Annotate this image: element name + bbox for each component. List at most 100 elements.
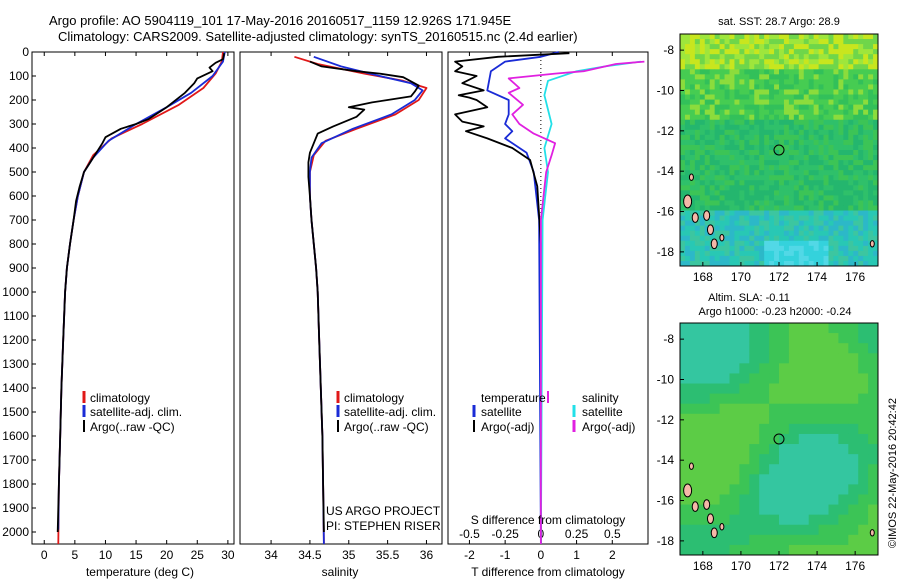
heatmap-cell	[764, 235, 770, 242]
heatmap-cell	[808, 74, 815, 80]
difference-legend: temperature salinity satellite satellite…	[472, 391, 635, 434]
heatmap-cell	[764, 99, 770, 106]
heatmap-cell	[680, 54, 686, 60]
y-tick-label: 1300	[2, 357, 29, 371]
heatmap-cell	[749, 200, 755, 206]
x-tick-label: 15	[129, 548, 143, 562]
heatmap-cell	[788, 373, 800, 384]
heatmap-cell	[838, 454, 849, 465]
heatmap-cell	[714, 160, 720, 166]
heatmap-cell	[863, 129, 869, 136]
heatmap-cell	[833, 114, 839, 121]
heatmap-cell	[729, 49, 735, 55]
heatmap-cell	[739, 185, 745, 191]
heatmap-cell	[729, 150, 735, 156]
heatmap-cell	[848, 185, 854, 191]
heatmap-cell	[714, 210, 720, 216]
heatmap-cell	[828, 383, 839, 395]
heatmap-cell	[779, 104, 785, 111]
heatmap-cell	[759, 39, 765, 45]
heatmap-cell	[823, 119, 829, 126]
heatmap-cell	[689, 444, 701, 455]
sla-argo-location-marker	[773, 433, 785, 445]
heatmap-cell	[739, 34, 745, 40]
heatmap-cell	[719, 109, 725, 116]
heatmap-cell	[818, 454, 829, 465]
heatmap-cell	[769, 84, 775, 90]
heatmap-cell	[873, 134, 879, 141]
heatmap-cell	[868, 200, 874, 206]
heatmap-cell	[798, 413, 810, 425]
heatmap-cell	[749, 494, 760, 505]
heatmap-cell	[798, 190, 805, 196]
heatmap-cell	[699, 215, 706, 222]
heatmap-cell	[858, 104, 864, 111]
heatmap-cell	[714, 200, 720, 206]
heatmap-cell	[833, 124, 839, 131]
heatmap-cell	[764, 144, 770, 151]
heatmap-cell	[709, 210, 716, 216]
heatmap-cell	[788, 494, 800, 505]
heatmap-cell	[823, 124, 829, 131]
heatmap-cell	[868, 129, 874, 136]
heatmap-cell	[719, 190, 725, 196]
heatmap-cell	[868, 413, 879, 425]
map-x-tick-label: 172	[769, 559, 789, 573]
heatmap-cell	[873, 160, 879, 166]
heatmap-cell	[724, 155, 730, 161]
heatmap-cell	[818, 74, 824, 80]
heatmap-cell	[739, 79, 745, 85]
legend-label-t-satellite: satellite	[481, 405, 522, 419]
heatmap-cell	[818, 230, 824, 237]
heatmap-cell	[793, 79, 800, 85]
heatmap-cell	[853, 109, 859, 116]
heatmap-cell	[843, 155, 849, 161]
heatmap-cell	[823, 69, 829, 75]
heatmap-cell	[709, 544, 720, 556]
heatmap-cell	[858, 139, 864, 146]
heatmap-cell	[734, 240, 740, 247]
heatmap-cell	[689, 104, 696, 111]
heatmap-cell	[709, 84, 716, 90]
heatmap-cell	[833, 150, 839, 156]
heatmap-cell	[769, 34, 775, 40]
heatmap-cell	[848, 215, 854, 222]
heatmap-cell	[818, 215, 824, 222]
heatmap-cell	[719, 260, 725, 267]
heatmap-cell	[873, 114, 879, 121]
heatmap-cell	[729, 190, 735, 196]
heatmap-cell	[749, 195, 755, 201]
heatmap-cell	[744, 74, 750, 80]
island	[683, 194, 693, 209]
heatmap-cell	[689, 323, 701, 334]
heatmap-cell	[818, 54, 824, 60]
heatmap-cell	[764, 49, 770, 55]
heatmap-cell	[769, 54, 775, 60]
heatmap-cell	[739, 109, 745, 116]
heatmap-cell	[838, 474, 849, 485]
heatmap-cell	[684, 235, 691, 242]
heatmap-cell	[729, 444, 740, 455]
heatmap-cell	[769, 413, 780, 425]
heatmap-cell	[823, 139, 829, 146]
heatmap-cell	[779, 180, 785, 186]
heatmap-cell	[769, 343, 780, 354]
heatmap-cell	[684, 139, 691, 146]
heatmap-cell	[769, 134, 775, 141]
heatmap-cell	[689, 139, 696, 146]
heatmap-cell	[853, 79, 859, 85]
heatmap-cell	[779, 245, 785, 252]
heatmap-cell	[729, 64, 735, 70]
heatmap-cell	[704, 69, 711, 75]
series-line-climatology	[57, 51, 224, 545]
heatmap-cell	[848, 89, 854, 95]
heatmap-cell	[808, 235, 815, 242]
heatmap-cell	[803, 134, 810, 141]
heatmap-cell	[798, 464, 810, 475]
heatmap-cell	[793, 54, 800, 60]
heatmap-cell	[749, 119, 755, 126]
heatmap-cell	[783, 225, 790, 232]
heatmap-cell	[729, 225, 735, 232]
heatmap-cell	[699, 44, 706, 50]
heatmap-cell	[808, 39, 815, 45]
